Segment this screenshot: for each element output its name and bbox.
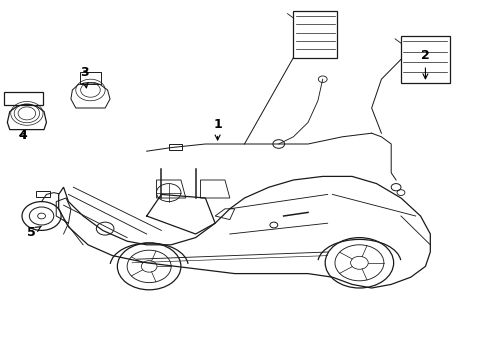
Bar [36,191,50,197]
Text: 1: 1 [213,118,222,140]
Text: 3: 3 [80,66,88,88]
Text: 5: 5 [27,226,41,239]
Text: 2: 2 [420,49,429,79]
Bar [400,36,449,83]
Bar [4,92,43,105]
Bar [293,11,337,58]
Bar [80,72,101,84]
Bar [168,144,182,150]
Text: 4: 4 [19,129,27,141]
